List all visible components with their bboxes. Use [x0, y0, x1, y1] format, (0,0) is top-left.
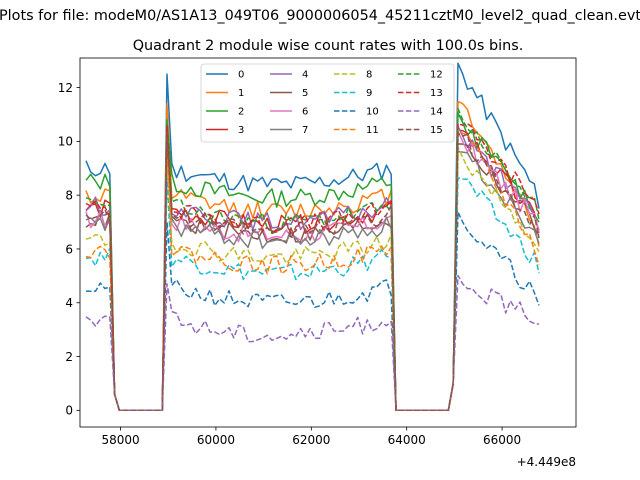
y-tick-label: 8: [65, 188, 73, 202]
legend-label-8: 8: [366, 70, 372, 81]
legend-label-6: 6: [302, 107, 308, 118]
legend-label-1: 1: [238, 88, 244, 99]
x-offset-label: +4.449e8: [517, 455, 576, 469]
legend-label-2: 2: [238, 107, 244, 118]
series-line-15: [85, 132, 540, 412]
y-tick-label: 2: [65, 350, 73, 364]
legend-label-15: 15: [430, 125, 443, 136]
plot-frame: [79, 57, 577, 428]
x-tick-label: 62000: [292, 433, 330, 447]
series-line-14: [85, 274, 540, 412]
legend-label-3: 3: [238, 125, 244, 136]
y-tick-label: 6: [65, 242, 73, 256]
legend-label-9: 9: [366, 88, 372, 99]
legend-label-7: 7: [302, 125, 308, 136]
legend-label-10: 10: [366, 107, 379, 118]
chart-title: Quadrant 2 module wise count rates with …: [133, 38, 524, 54]
legend-label-13: 13: [430, 88, 443, 99]
legend-label-11: 11: [366, 125, 379, 136]
y-tick-label: 0: [65, 404, 73, 418]
legend-label-12: 12: [430, 70, 443, 81]
legend-label-5: 5: [302, 88, 308, 99]
figure-suptitle: Plots for file: modeM0/AS1A13_049T06_900…: [0, 8, 640, 24]
x-tick-label: 64000: [388, 433, 426, 447]
series-line-8: [85, 146, 540, 412]
y-tick-label: 4: [65, 296, 73, 310]
legend-label-4: 4: [302, 70, 308, 81]
y-tick-label: 12: [58, 81, 73, 95]
legend-box: [200, 63, 455, 143]
x-tick-label: 60000: [197, 433, 235, 447]
y-tick-label: 10: [58, 135, 73, 149]
x-tick-label: 66000: [483, 433, 521, 447]
x-tick-label: 58000: [101, 433, 139, 447]
legend-label-0: 0: [238, 70, 244, 81]
legend-label-14: 14: [430, 107, 443, 118]
series-layer: [85, 62, 540, 412]
